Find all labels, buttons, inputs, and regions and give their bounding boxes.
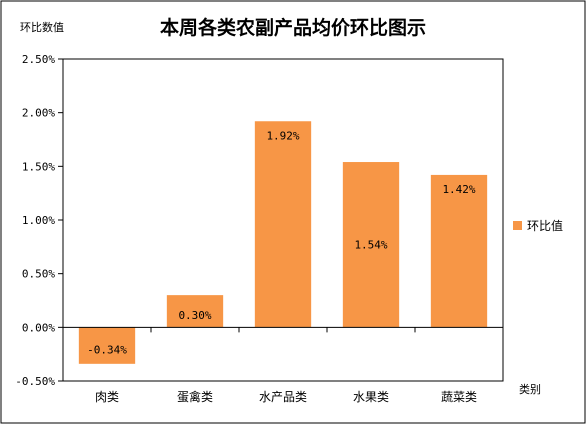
legend: 环比值 xyxy=(513,218,563,233)
category-label: 蛋禽类 xyxy=(177,389,213,404)
y-axis: 2.50% 2.00% 1.50% 1.00% 0.50% 0.00% -0.50% xyxy=(15,53,63,388)
data-label: 1.42% xyxy=(442,183,475,196)
category-label: 水果类 xyxy=(353,390,389,404)
y-tick-label: -0.50% xyxy=(15,375,55,388)
chart-title: 本周各类农副产品均价环比图示 xyxy=(160,16,426,39)
bar xyxy=(166,295,224,328)
y-tick-label: 0.50% xyxy=(22,268,55,281)
y-tick-label: 0.00% xyxy=(22,321,55,334)
bar-series: -0.34% 0.30% 1.92% 1.54% 1.42% xyxy=(78,121,488,364)
bar xyxy=(430,174,488,328)
legend-swatch xyxy=(513,221,522,230)
bar xyxy=(342,162,400,328)
category-label: 肉类 xyxy=(95,390,119,404)
data-label: 1.92% xyxy=(266,129,299,142)
data-label: 0.30% xyxy=(178,309,211,322)
y-axis-title: 环比数值 xyxy=(20,21,64,34)
category-label: 蔬菜类 xyxy=(441,390,477,404)
bar xyxy=(78,327,136,364)
x-axis-title: 类别 xyxy=(519,382,541,396)
bar xyxy=(254,121,312,328)
x-axis: 肉类 蛋禽类 水产品类 水果类 蔬菜类 xyxy=(62,326,504,404)
data-label: -0.34% xyxy=(87,343,127,356)
y-tick-label: 1.00% xyxy=(22,214,55,227)
data-label: 1.54% xyxy=(354,239,387,252)
y-tick-label: 2.50% xyxy=(22,53,55,66)
y-tick-label: 2.00% xyxy=(22,107,55,120)
category-label: 水产品类 xyxy=(259,390,307,404)
legend-label: 环比值 xyxy=(527,218,563,233)
y-tick-label: 1.50% xyxy=(22,160,55,173)
